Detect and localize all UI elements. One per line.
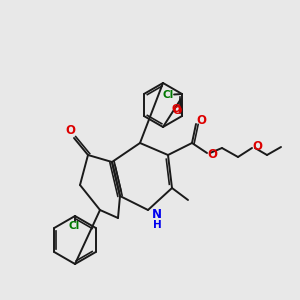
Text: Cl: Cl xyxy=(162,90,174,100)
Text: O: O xyxy=(252,140,262,152)
Text: N: N xyxy=(152,208,162,221)
Text: O: O xyxy=(207,148,217,160)
Text: O: O xyxy=(196,115,206,128)
Text: Cl: Cl xyxy=(68,221,80,231)
Text: O: O xyxy=(65,124,75,137)
Text: O: O xyxy=(172,104,181,114)
Text: H: H xyxy=(153,220,161,230)
Text: O: O xyxy=(172,106,182,116)
